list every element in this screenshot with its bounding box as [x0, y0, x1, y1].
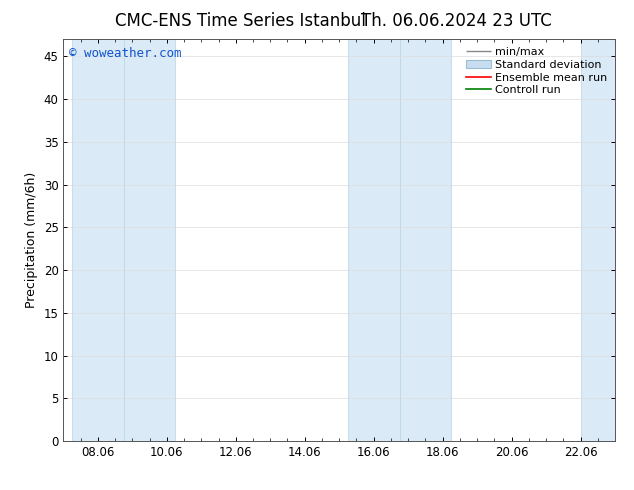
Bar: [399, 39, 451, 441]
Y-axis label: Precipitation (mm/6h): Precipitation (mm/6h): [25, 172, 38, 308]
Bar: [581, 39, 615, 441]
Legend: min/max, Standard deviation, Ensemble mean run, Controll run: min/max, Standard deviation, Ensemble me…: [464, 45, 609, 98]
Bar: [72, 39, 124, 441]
Bar: [348, 39, 399, 441]
Bar: [124, 39, 176, 441]
Text: © woweather.com: © woweather.com: [69, 47, 181, 60]
Text: CMC-ENS Time Series Istanbul: CMC-ENS Time Series Istanbul: [115, 12, 366, 30]
Text: Th. 06.06.2024 23 UTC: Th. 06.06.2024 23 UTC: [361, 12, 552, 30]
